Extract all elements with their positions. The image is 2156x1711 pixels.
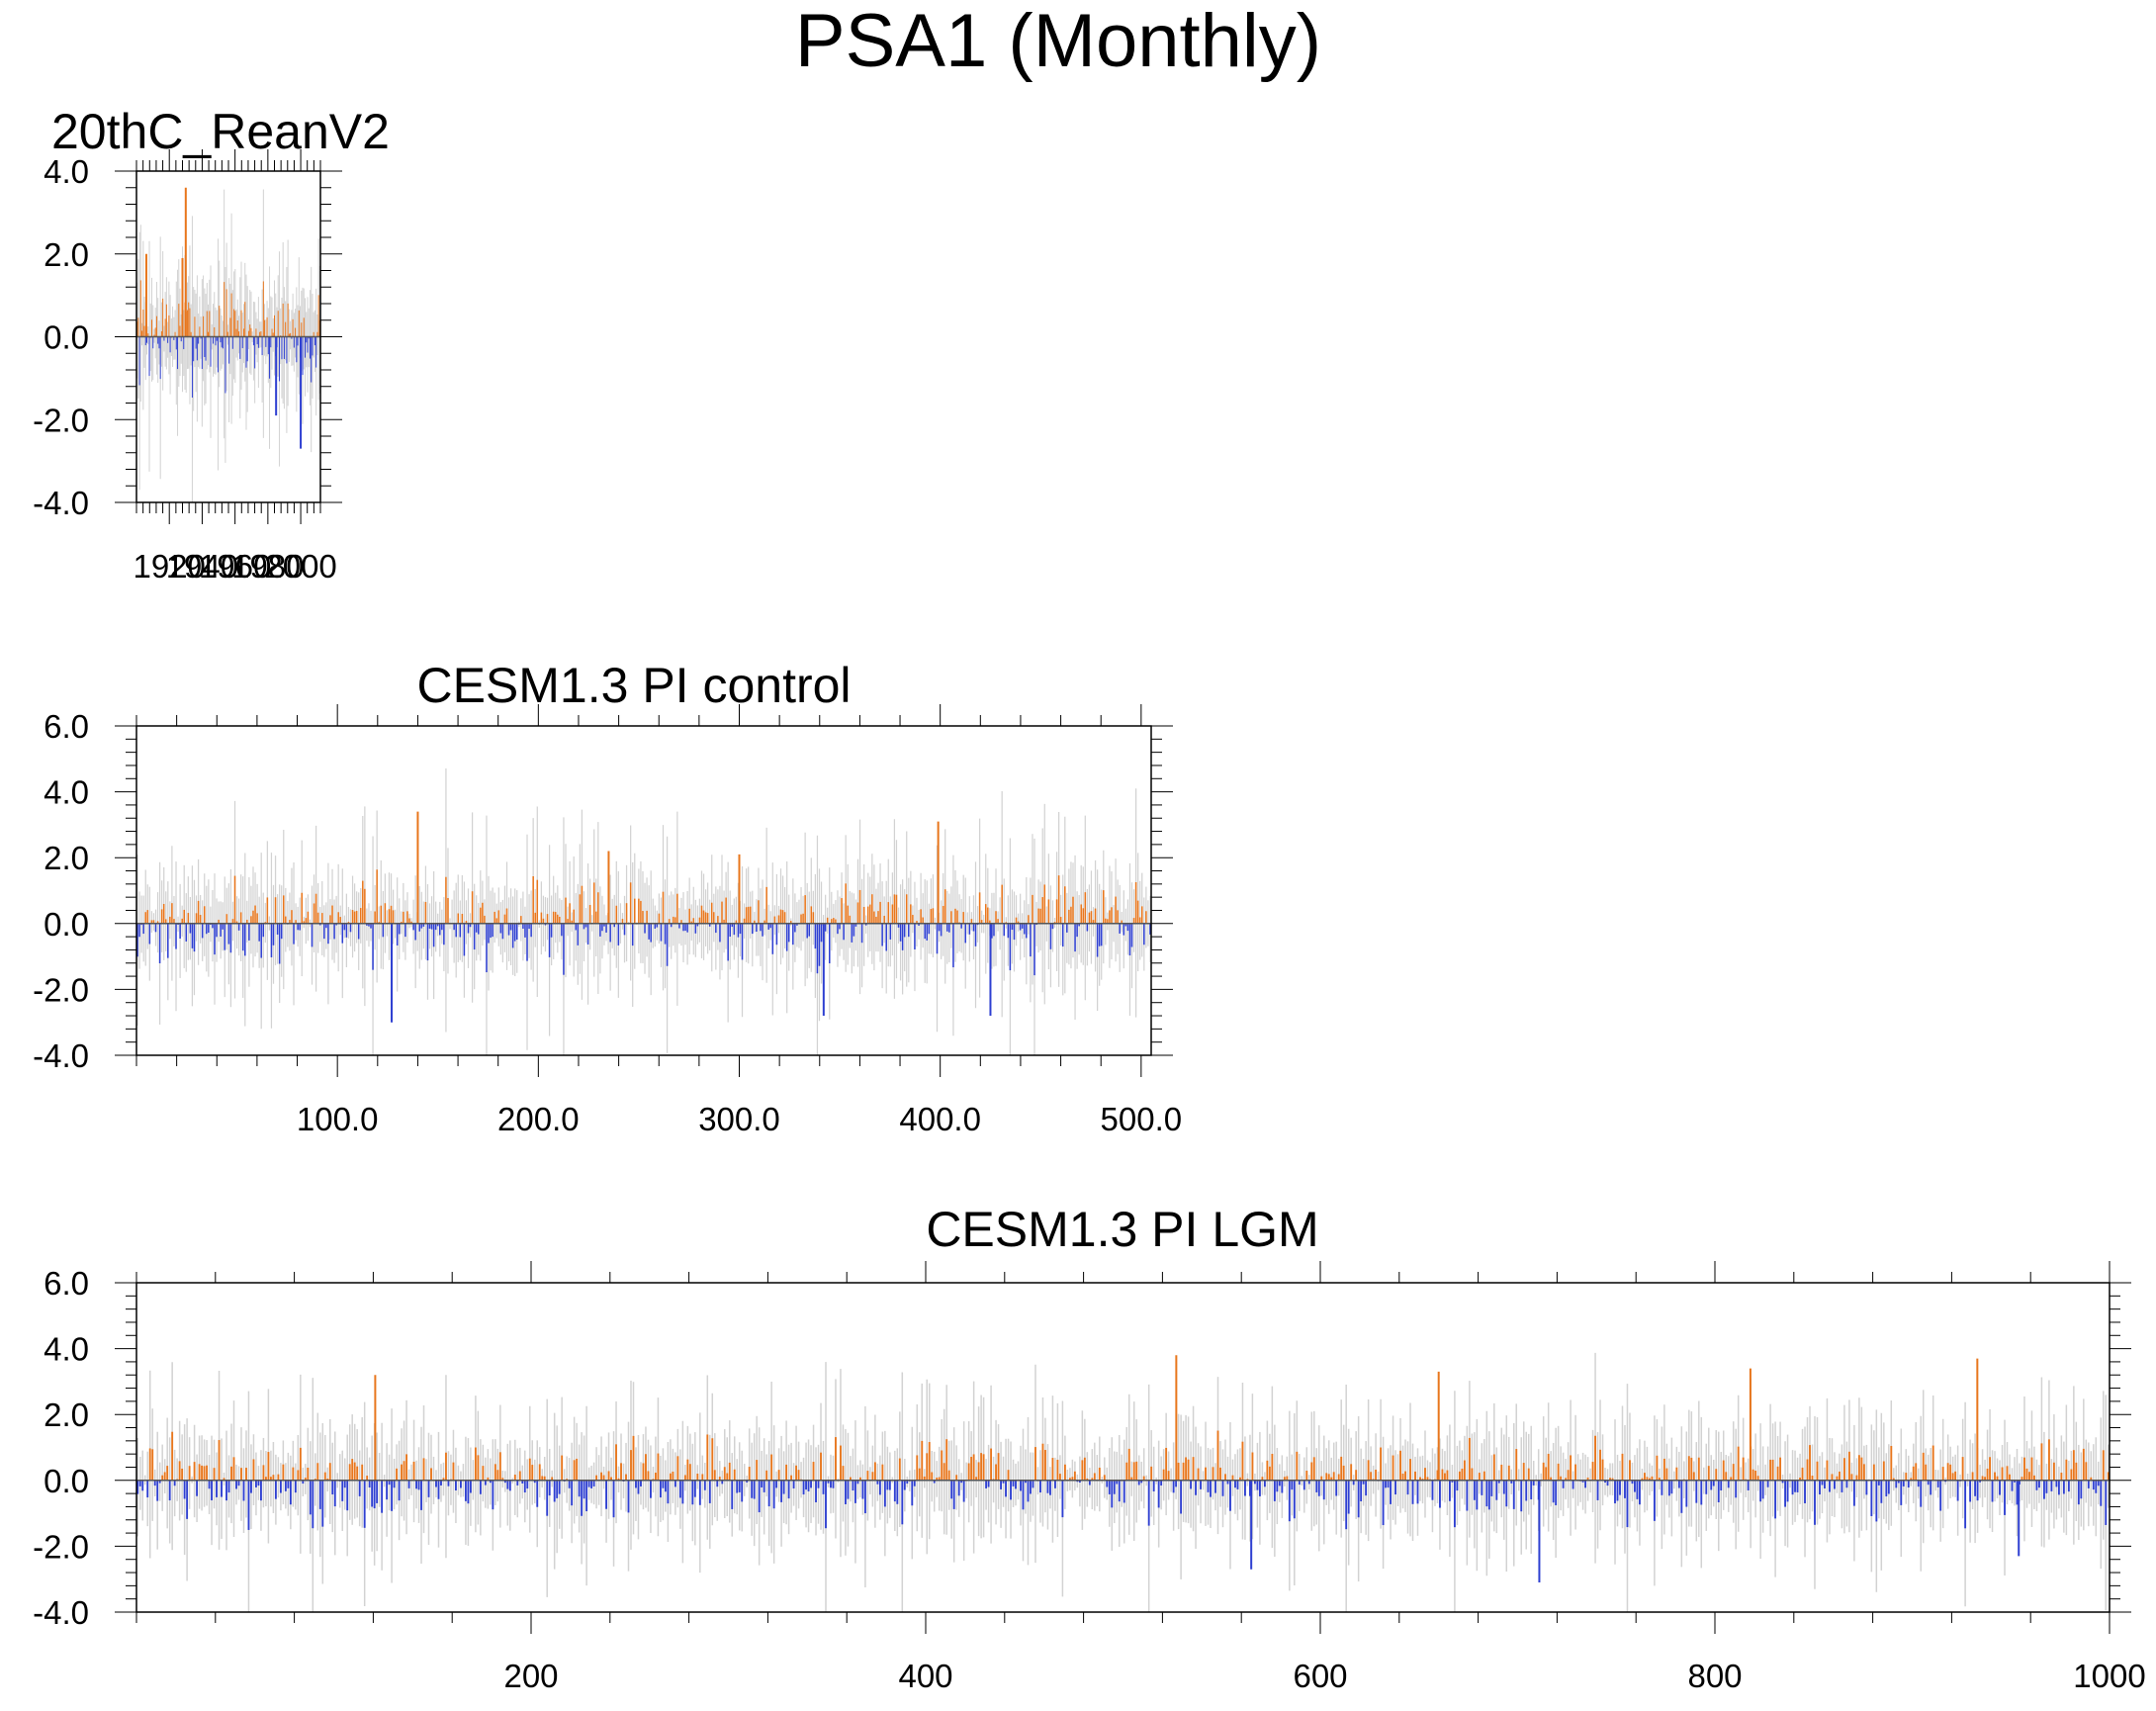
y-tick-label: 0.0	[44, 906, 89, 943]
y-tick-label: 6.0	[44, 708, 89, 745]
x-tick-label: 1000	[2073, 1658, 2145, 1694]
panel-cesm-pi-lgm: CESM1.3 PI LGM 6.0 4.0 2.0 0.0 -2.0 -4.0 200 400…	[33, 1202, 2146, 1694]
panel-title: CESM1.3 PI LGM	[926, 1202, 1318, 1257]
x-tick-label: 1920	[134, 548, 206, 585]
y-tick-label: 4.0	[44, 1331, 89, 1368]
y-tick-label: -2.0	[33, 402, 89, 438]
data-bars	[136, 811, 1151, 1023]
panel-cesm-pi-control: CESM1.3 PI control 6.0 4.0 2.0 0.0 -2.0 -4.0 10…	[33, 658, 1182, 1137]
y-tick-label: 2.0	[44, 1396, 89, 1433]
y-tick-label: 2.0	[44, 840, 89, 876]
x-tick-label: 1940	[166, 548, 238, 585]
y-axis: 6.0 4.0 2.0 0.0 -2.0 -4.0	[33, 708, 1173, 1074]
panel-title: CESM1.3 PI control	[416, 658, 851, 713]
x-tick-label: 100.0	[297, 1101, 379, 1137]
y-tick-label: 4.0	[44, 153, 89, 190]
y-axis: 6.0 4.0 2.0 0.0 -2.0 -4.0	[33, 1265, 2131, 1631]
spread-envelope	[136, 189, 320, 502]
x-axis: 200 400 600 800 1000	[135, 1261, 2146, 1694]
y-tick-label: 2.0	[44, 236, 89, 273]
y-tick-label: 6.0	[44, 1265, 89, 1302]
x-tick-label: 2000	[264, 548, 336, 585]
plot-frame	[135, 1282, 2111, 1613]
panel-title: 20thC_ReanV2	[51, 104, 390, 159]
y-tick-label: 0.0	[44, 319, 89, 356]
y-tick-label: 0.0	[44, 1463, 89, 1499]
spread-envelope	[136, 767, 1151, 1055]
x-tick-label: 1960	[199, 548, 271, 585]
y-tick-label: -2.0	[33, 971, 89, 1008]
x-tick-label: 300.0	[698, 1101, 780, 1137]
x-tick-label: 500.0	[1101, 1101, 1183, 1137]
y-tick-label: 4.0	[44, 774, 89, 811]
x-tick-label: 1980	[231, 548, 304, 585]
x-axis: 100.0 200.0 300.0 400.0 500.0	[135, 704, 1183, 1137]
x-tick-label: 200	[503, 1658, 558, 1694]
y-tick-label: -4.0	[33, 1594, 89, 1631]
x-tick-label: 600	[1293, 1658, 1347, 1694]
y-axis: 4.0 2.0 0.0 -2.0 -4.0	[33, 153, 342, 521]
x-tick-label: 400.0	[899, 1101, 981, 1137]
spread-envelope	[136, 1352, 2110, 1612]
y-tick-label: -2.0	[33, 1528, 89, 1565]
plot-frame	[135, 725, 1152, 1056]
x-tick-label: 200.0	[497, 1101, 580, 1137]
data-bars	[136, 187, 320, 449]
figure-title: PSA1 (Monthly)	[794, 0, 1322, 83]
y-tick-label: -4.0	[33, 1037, 89, 1074]
y-tick-label: -4.0	[33, 485, 89, 521]
x-tick-label: 400	[898, 1658, 952, 1694]
x-tick-label: 800	[1687, 1658, 1742, 1694]
